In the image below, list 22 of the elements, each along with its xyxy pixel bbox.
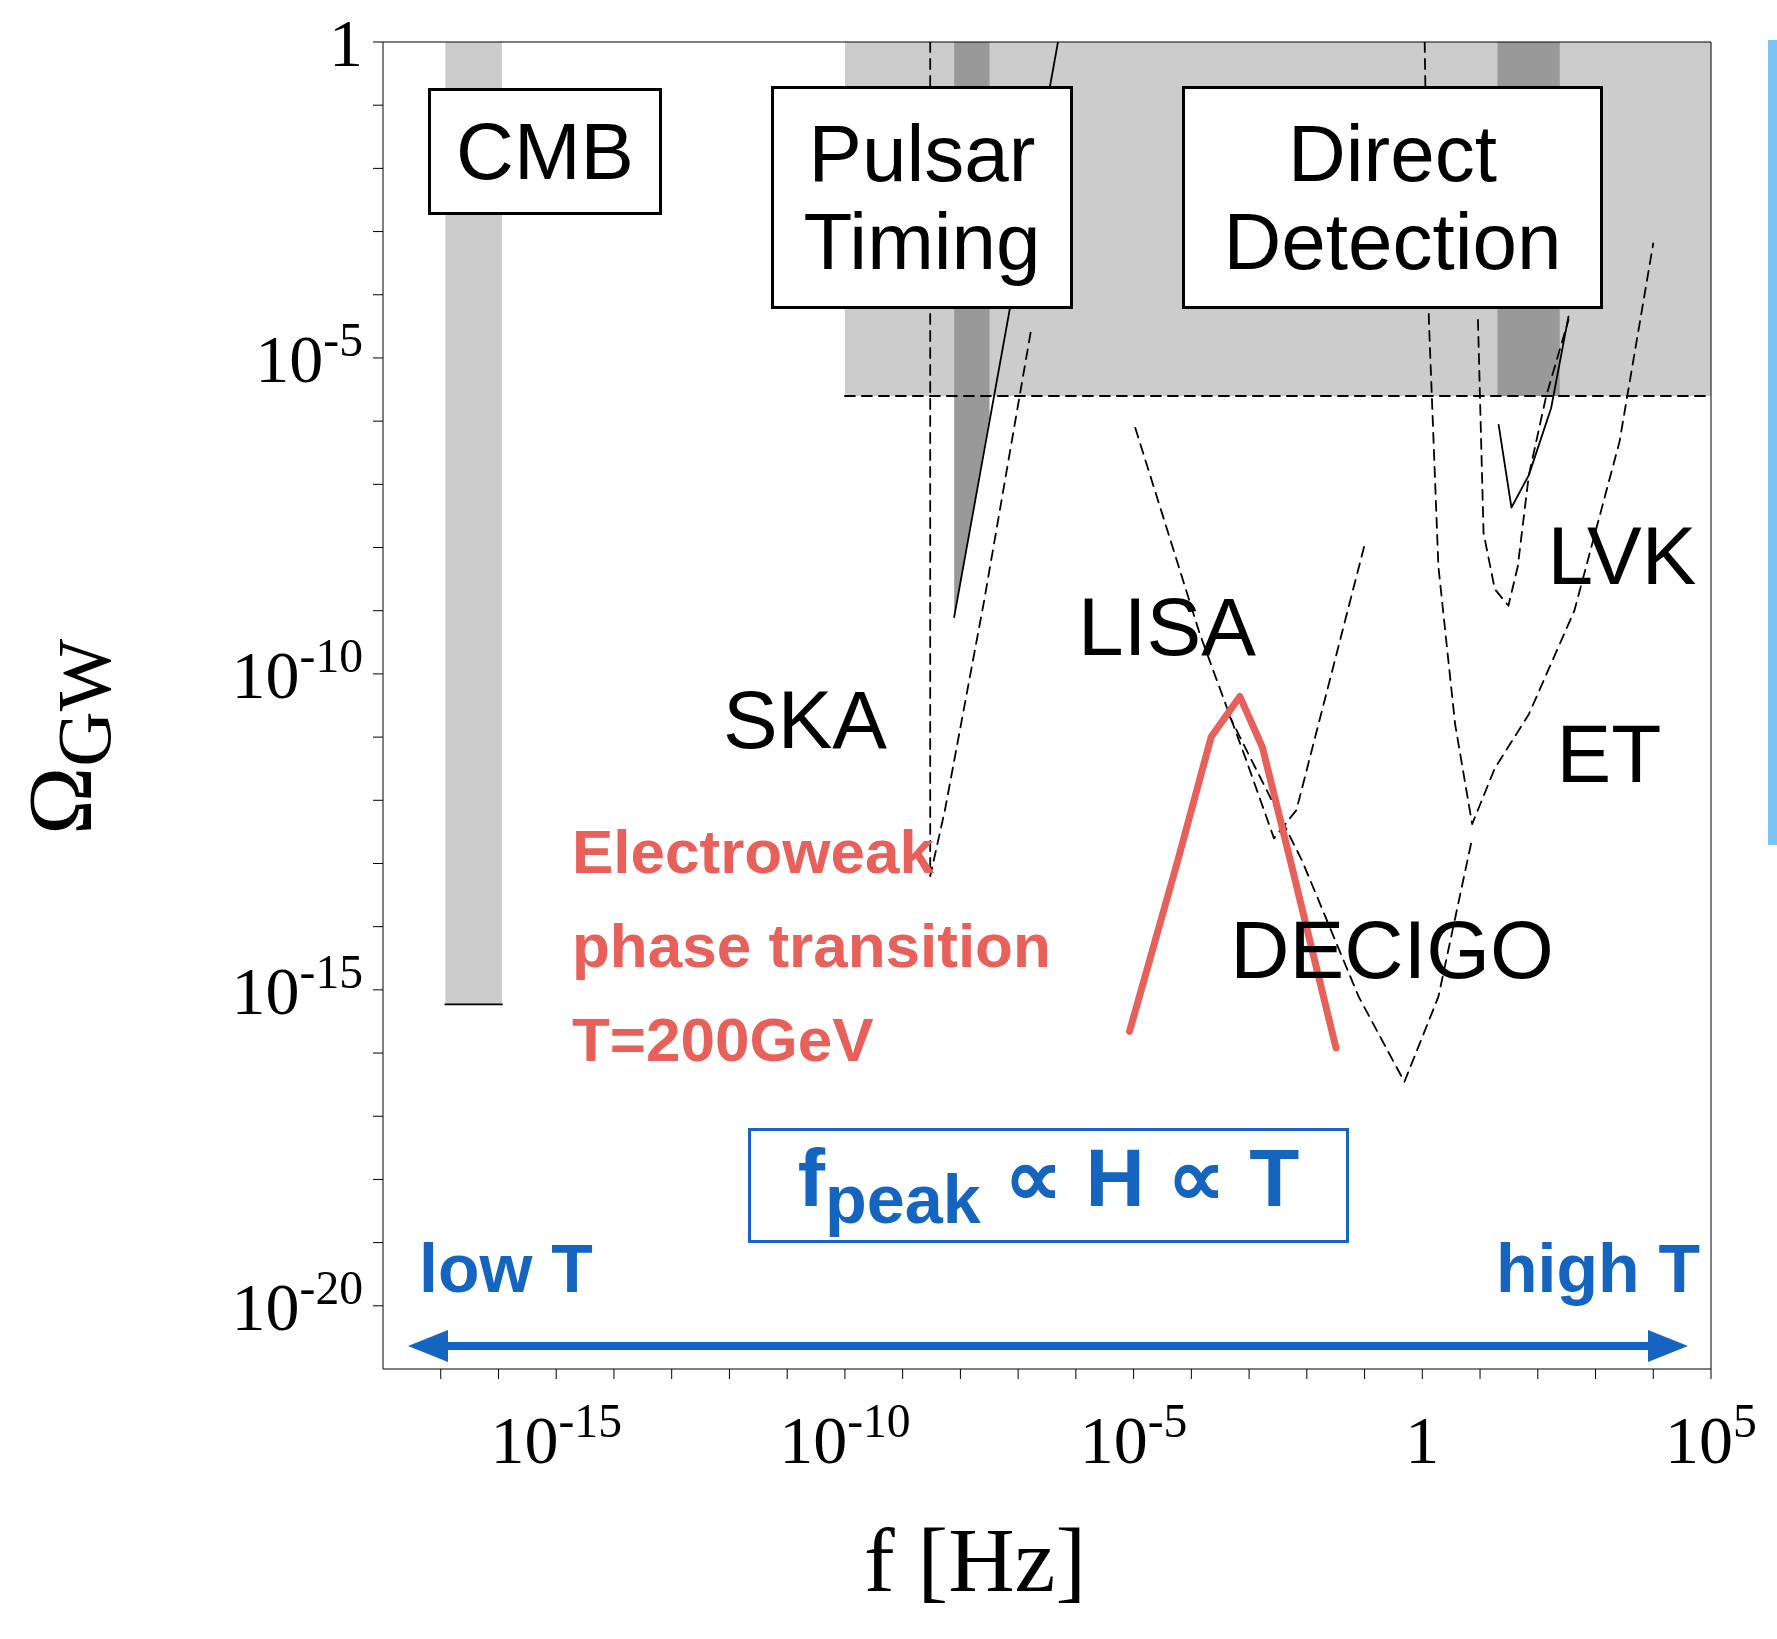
series-label: LISA [1078, 581, 1256, 672]
annotation: low T [419, 1230, 593, 1306]
x-tick-label: 10$^{-5}$ [1079, 1395, 1188, 1478]
series-label: SKA [722, 674, 888, 765]
annotation: f$_{peak}$ ∝ H ∝ T [797, 1132, 1300, 1238]
series-label: ET [1556, 708, 1662, 799]
y-tick-label: 1 [329, 5, 363, 81]
series-label: LVK [1547, 510, 1697, 601]
annotation: Direct Detection [1222, 108, 1563, 286]
y-tick-label: 10$^{-20}$ [231, 1261, 363, 1345]
y-tick-label: 10$^{-15}$ [231, 945, 363, 1029]
x-axis-title: f [Hz] [863, 1508, 1087, 1613]
annotation: high T [1496, 1230, 1700, 1306]
x-tick-label: 1 [1405, 1402, 1440, 1478]
y-tick-label: 10$^{-5}$ [255, 313, 363, 397]
x-tick-label: 10$^{5}$ [1665, 1395, 1757, 1478]
y-tick-label: 10$^{-10}$ [231, 629, 363, 713]
x-tick-label: 10$^{-15}$ [490, 1395, 622, 1478]
x-tick-label: 10$^{-10}$ [779, 1395, 911, 1478]
series-label: Electroweak phase transition T=200GeV [572, 816, 1052, 1076]
annotation: CMB [456, 106, 634, 196]
annotation: Pulsar Timing [802, 108, 1042, 286]
